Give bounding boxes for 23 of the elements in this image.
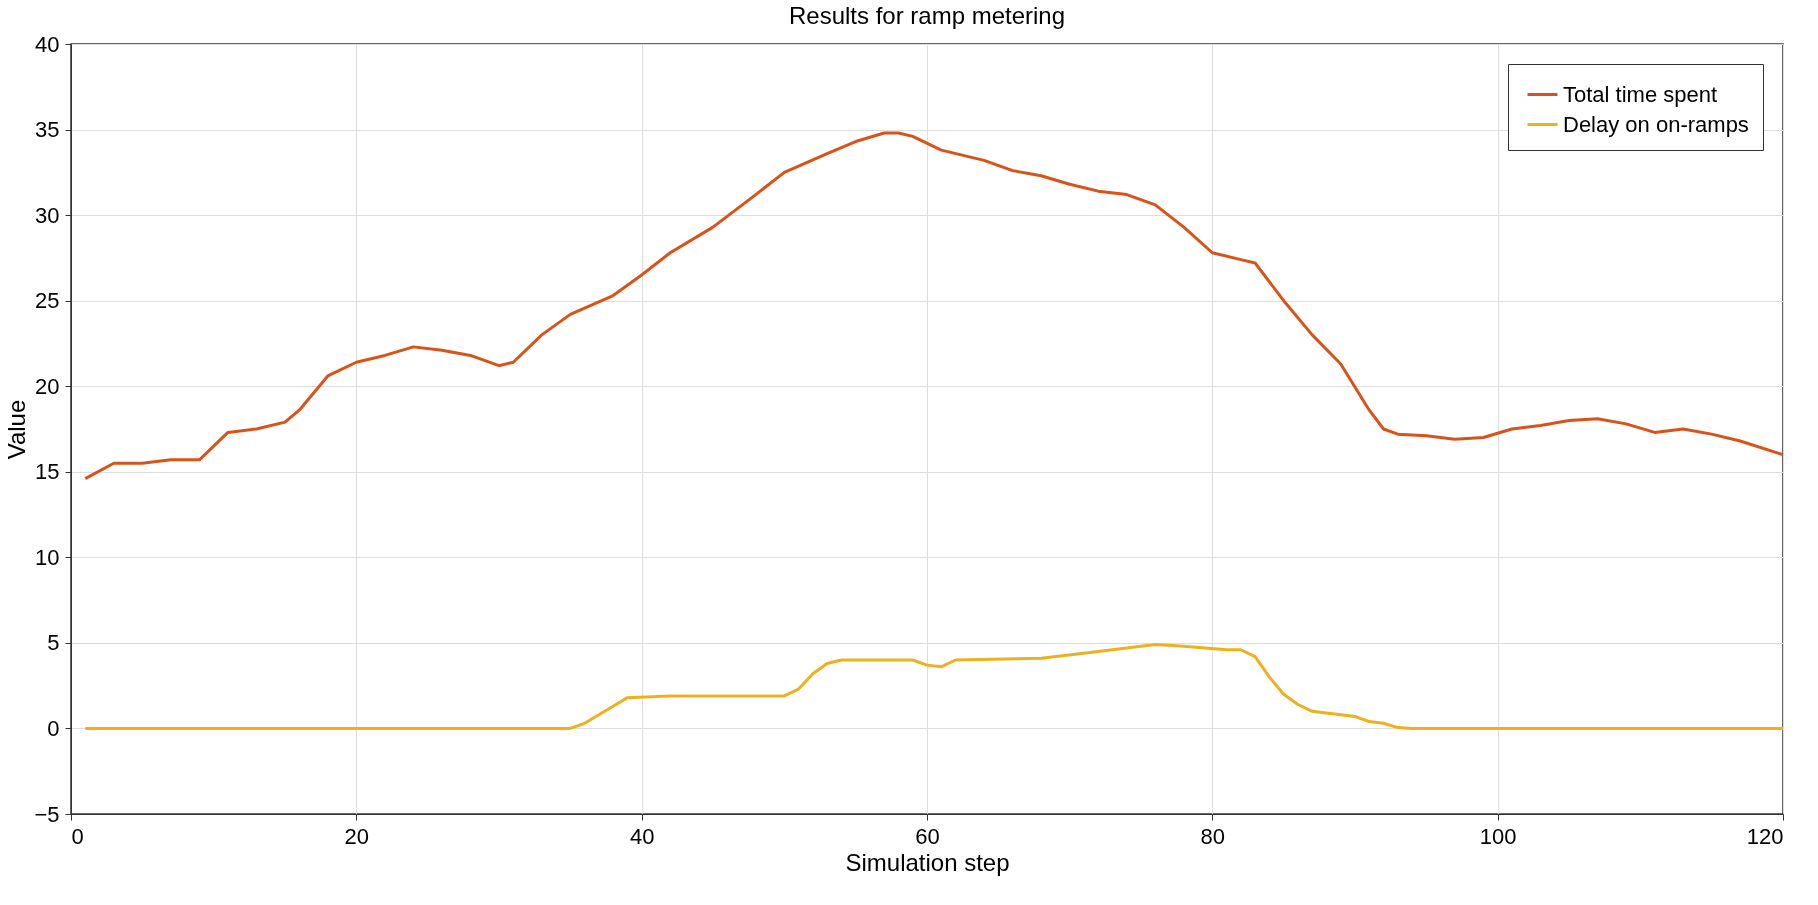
x-tick-label: 0 xyxy=(71,823,84,849)
x-tick-label: 120 xyxy=(1746,823,1784,849)
line-series xyxy=(83,643,1785,730)
y-tick-label: 25 xyxy=(35,288,60,314)
legend-label: Total time spent xyxy=(1563,81,1718,107)
y-tick-label: 30 xyxy=(35,202,60,228)
y-tick-label: −5 xyxy=(34,801,60,827)
x-tick-label: 20 xyxy=(344,823,370,849)
y-tick-label: 40 xyxy=(35,31,60,57)
y-tick-label: 0 xyxy=(47,715,60,741)
y-axis-title: Value xyxy=(3,399,31,460)
x-tick-label: 60 xyxy=(915,823,940,849)
y-tick-label: 35 xyxy=(35,117,60,143)
y-tick-label: 15 xyxy=(35,459,60,485)
x-tick-label: 100 xyxy=(1479,823,1517,849)
y-tick-label: 20 xyxy=(35,373,60,399)
y-tick-label: 10 xyxy=(35,544,60,570)
legend-label: Delay on on-ramps xyxy=(1563,111,1749,137)
x-axis-title: Simulation step xyxy=(845,848,1010,876)
chart-title: Results for ramp metering xyxy=(788,2,1066,29)
x-tick-label: 80 xyxy=(1200,823,1226,849)
x-tick-label: 40 xyxy=(629,823,655,849)
y-tick-label: 5 xyxy=(47,630,60,656)
